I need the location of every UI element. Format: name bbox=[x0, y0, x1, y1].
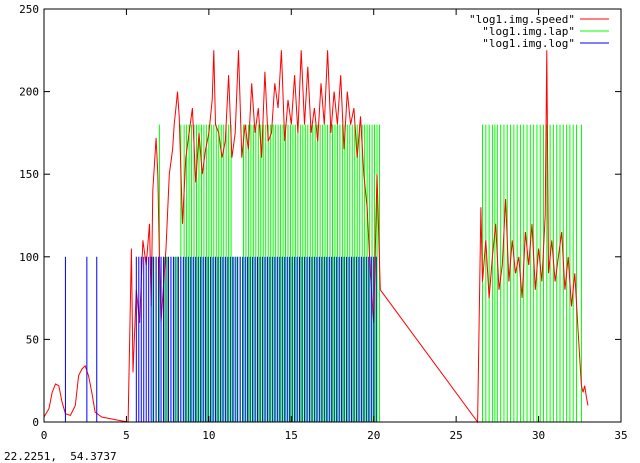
y-tick-label: 100 bbox=[19, 251, 39, 264]
y-tick-label: 250 bbox=[19, 3, 39, 16]
series-0 bbox=[43, 50, 589, 424]
series-2 bbox=[64, 256, 377, 422]
x-tick-label: 5 bbox=[123, 429, 130, 442]
legend-entry-label: "log1.img.speed" bbox=[469, 13, 575, 26]
legend-entry-label: "log1.img.lap" bbox=[482, 25, 575, 38]
legend-entry-label: "log1.img.log" bbox=[482, 37, 575, 50]
x-tick-label: 30 bbox=[532, 429, 545, 442]
x-tick-label: 0 bbox=[41, 429, 48, 442]
axes-layer: 0 5 10 15 20 25 30 35 0 50 100 150 200 250 bbox=[19, 3, 628, 442]
series-line bbox=[43, 50, 589, 424]
y-tick-label: 0 bbox=[32, 416, 39, 429]
series-1 bbox=[152, 124, 582, 422]
coordinate-readout: 22.2251, 54.3737 bbox=[4, 450, 117, 463]
x-tick-label: 20 bbox=[367, 429, 380, 442]
series-layer bbox=[43, 50, 589, 424]
y-tick-label: 50 bbox=[26, 333, 39, 346]
x-tick-label: 25 bbox=[450, 429, 463, 442]
plot-frame bbox=[43, 8, 622, 423]
y-tick-label: 150 bbox=[19, 168, 39, 181]
x-tick-label: 10 bbox=[202, 429, 215, 442]
x-tick-label: 35 bbox=[614, 429, 627, 442]
x-tick-label: 15 bbox=[285, 429, 298, 442]
y-tick-label: 200 bbox=[19, 86, 39, 99]
legend: "log1.img.speed""log1.img.lap""log1.img.… bbox=[469, 13, 609, 50]
